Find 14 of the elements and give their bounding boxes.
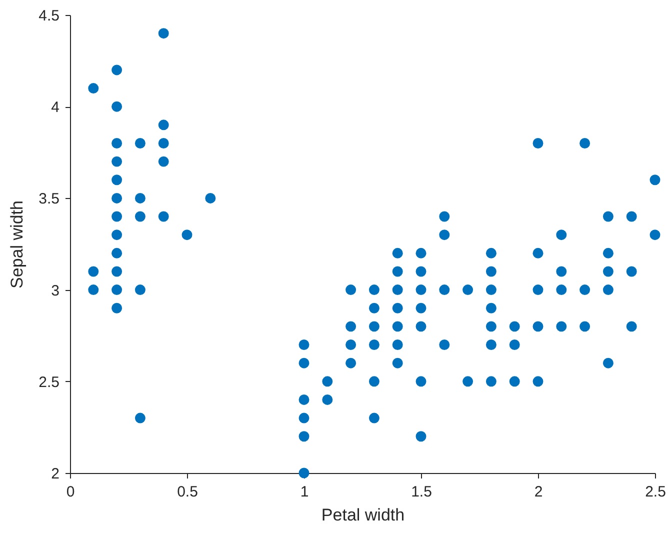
y-tick-label: 3.5 <box>38 190 60 208</box>
x-tick-label: 0 <box>66 484 75 500</box>
x-tick-label: 2.5 <box>645 484 666 500</box>
y-tick-label: 4 <box>51 99 60 116</box>
y-tick-label: 2.5 <box>38 374 60 391</box>
x-tick-label: 1 <box>300 484 309 500</box>
y-tick-label: 2 <box>51 466 60 482</box>
x-tick-label: 0.5 <box>177 484 198 500</box>
x-tick-label: 2 <box>534 484 543 500</box>
x-tick-label: 1.5 <box>411 484 432 500</box>
x-axis-title: Petal width <box>321 506 405 524</box>
y-tick-label: 4.5 <box>38 8 60 24</box>
y-tick-label: 3 <box>51 282 60 300</box>
y-axis-title: Sepal width <box>8 200 27 288</box>
